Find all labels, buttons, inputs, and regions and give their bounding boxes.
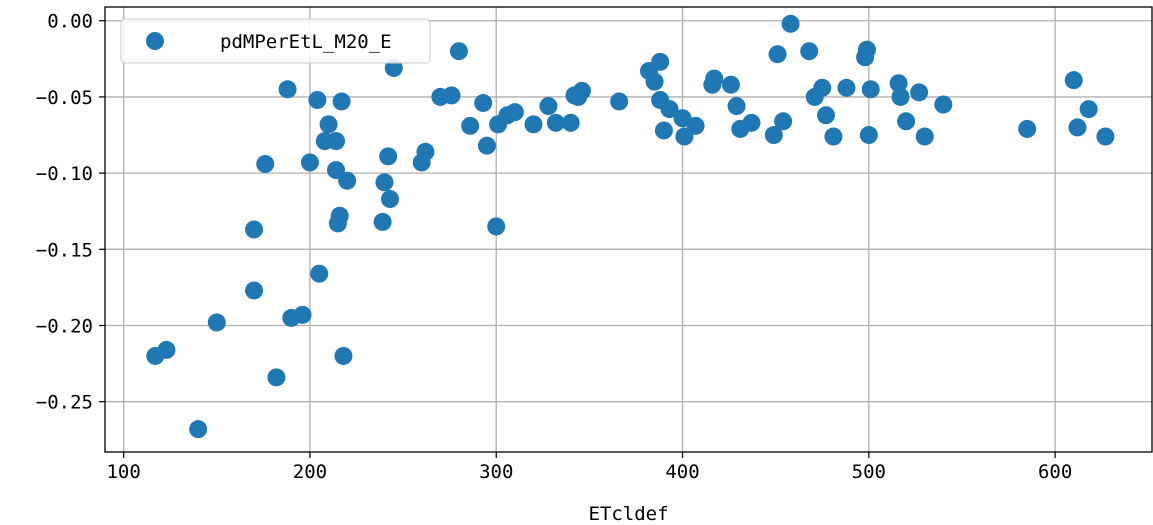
data-point	[660, 100, 679, 119]
data-point	[1064, 71, 1083, 90]
data-point	[157, 340, 176, 359]
x-tick-label: 600	[1038, 461, 1072, 483]
data-point	[721, 75, 740, 94]
data-point	[505, 103, 524, 122]
data-point	[645, 72, 664, 91]
data-point	[416, 142, 435, 161]
data-point	[375, 173, 394, 192]
data-point	[477, 136, 496, 155]
data-point	[651, 52, 670, 71]
data-point	[675, 127, 694, 146]
data-point	[572, 81, 591, 100]
data-point	[1079, 100, 1098, 119]
y-tick-label: −0.25	[36, 392, 93, 414]
data-point	[705, 69, 724, 88]
data-point	[267, 368, 286, 387]
data-point	[610, 92, 629, 111]
data-point	[654, 121, 673, 140]
data-point	[245, 220, 264, 239]
x-tick-label: 200	[293, 461, 327, 483]
legend-label: pdMPerEtL_M20_E	[220, 31, 392, 53]
x-tick-label: 400	[665, 461, 699, 483]
data-point	[673, 109, 692, 128]
data-point	[379, 147, 398, 166]
data-point	[1068, 118, 1087, 137]
data-point	[330, 206, 349, 225]
x-tick-label: 300	[479, 461, 513, 483]
data-point	[800, 42, 819, 61]
data-point	[816, 106, 835, 125]
y-axis-ticks: 0.00 −0.05 −0.10 −0.15 −0.20 −0.25	[36, 11, 105, 414]
x-tick-label: 500	[852, 461, 886, 483]
data-point	[338, 171, 357, 190]
data-point	[824, 127, 843, 146]
data-point	[561, 113, 580, 132]
data-point	[1018, 119, 1037, 138]
data-point	[308, 90, 327, 109]
data-point	[889, 74, 908, 93]
data-point	[915, 127, 934, 146]
data-point	[859, 126, 878, 145]
legend: pdMPerEtL_M20_E	[120, 18, 431, 64]
data-point	[442, 86, 461, 105]
y-tick-label: −0.05	[36, 87, 93, 109]
data-point	[278, 80, 297, 99]
data-point	[524, 115, 543, 134]
data-point	[764, 126, 783, 145]
data-point	[373, 212, 392, 231]
data-point	[300, 153, 319, 172]
data-point	[474, 94, 493, 113]
data-point	[189, 420, 208, 439]
data-point	[539, 97, 558, 116]
legend-marker	[146, 32, 164, 50]
data-point	[381, 190, 400, 209]
data-point	[857, 40, 876, 59]
data-point	[332, 92, 351, 111]
data-point	[1096, 127, 1115, 146]
data-point	[461, 116, 480, 135]
data-point	[781, 14, 800, 33]
data-point	[487, 217, 506, 236]
y-tick-label: 0.00	[47, 11, 93, 33]
data-point	[207, 313, 226, 332]
data-point	[727, 97, 746, 116]
data-point	[256, 154, 275, 173]
axes-frame	[104, 6, 1153, 453]
data-point	[910, 83, 929, 102]
x-axis-ticks: 100 200 300 400 500 600	[106, 452, 1072, 483]
data-point	[686, 116, 705, 135]
data-point	[546, 113, 565, 132]
data-point	[897, 112, 916, 131]
data-point	[837, 78, 856, 97]
data-point	[813, 78, 832, 97]
x-axis-label: ETcldef	[588, 503, 668, 525]
data-point	[934, 95, 953, 114]
data-point	[774, 112, 793, 131]
data-point	[245, 281, 264, 300]
data-point	[891, 87, 910, 106]
y-tick-label: −0.15	[36, 239, 93, 261]
data-point	[861, 80, 880, 99]
data-point	[293, 305, 312, 324]
data-point	[449, 42, 468, 61]
data-point	[327, 161, 346, 180]
x-tick-label: 100	[106, 461, 140, 483]
data-point	[327, 132, 346, 151]
y-tick-label: −0.10	[36, 163, 93, 185]
data-point	[334, 346, 353, 365]
data-point	[768, 45, 787, 64]
legend-box	[120, 18, 431, 64]
data-points	[146, 14, 1115, 439]
data-point	[319, 115, 338, 134]
data-point	[310, 264, 329, 283]
data-point	[742, 113, 761, 132]
y-tick-label: −0.20	[36, 316, 93, 338]
